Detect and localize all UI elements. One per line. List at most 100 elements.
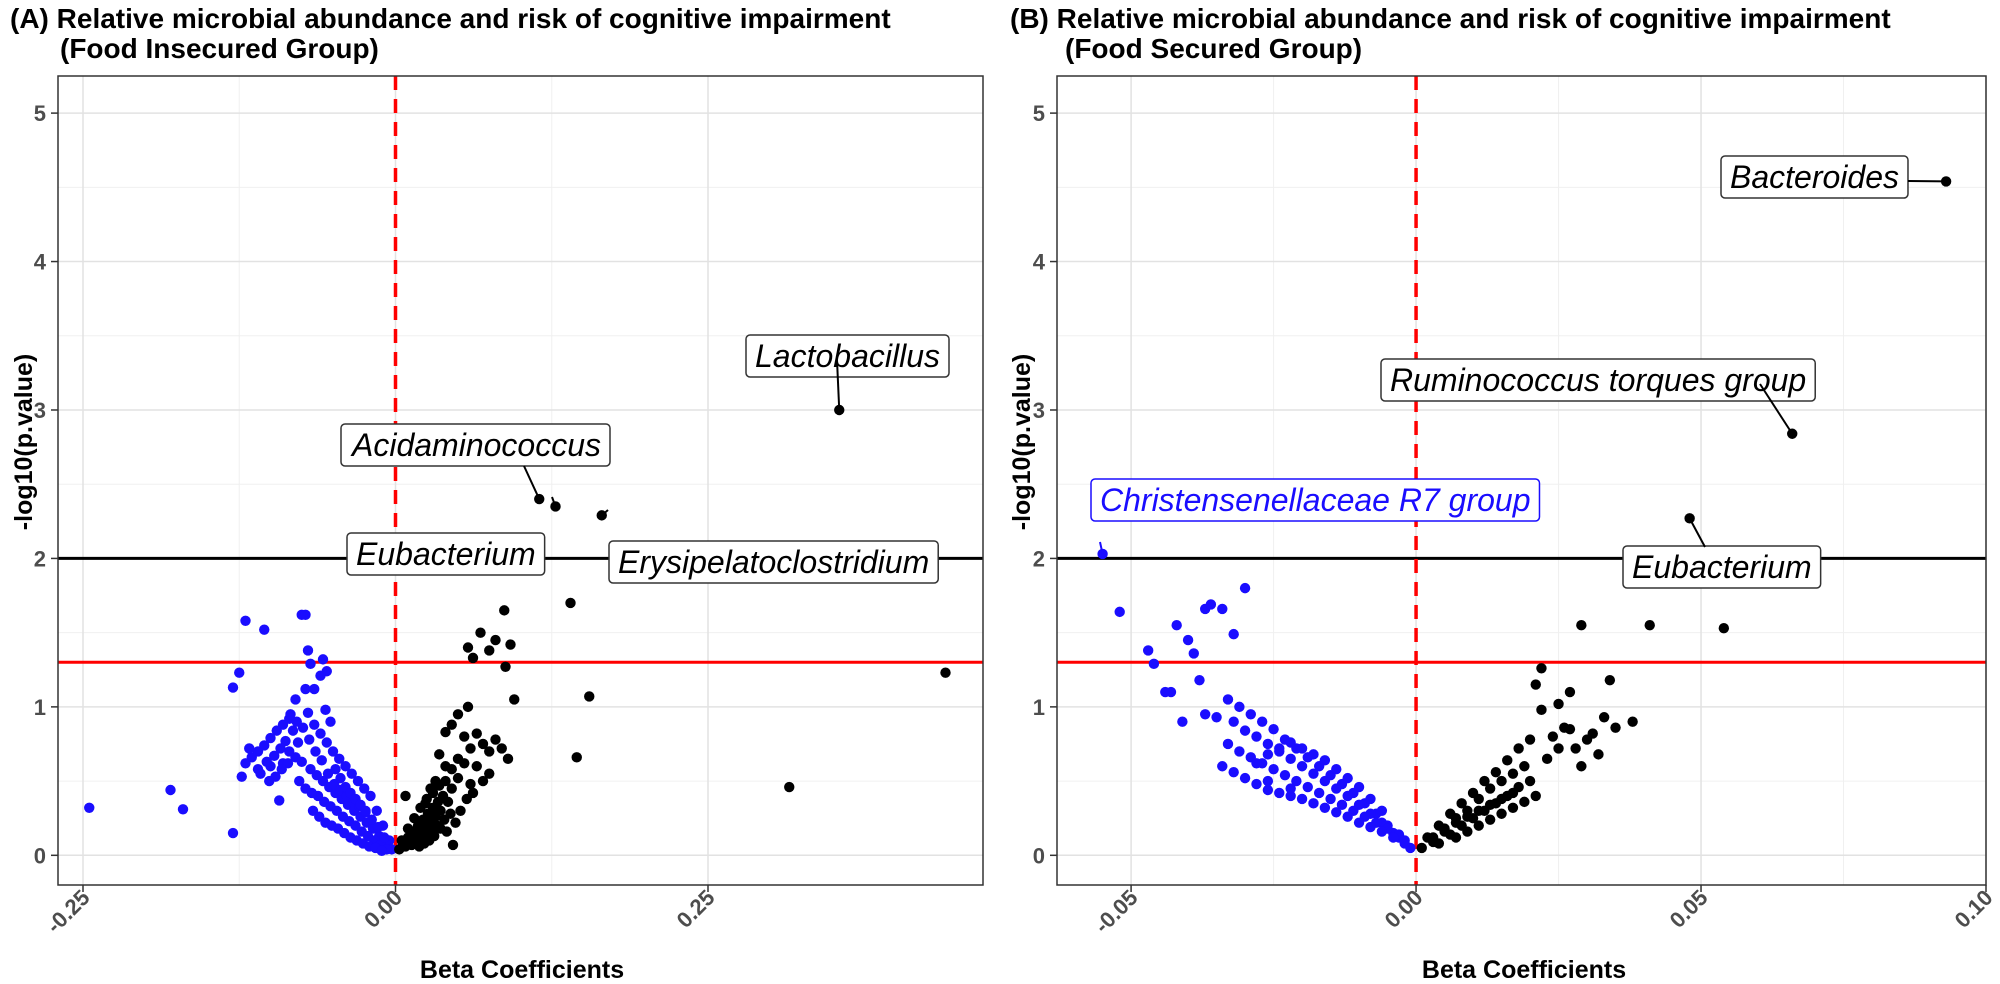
panel-a-point-positive [471, 728, 482, 739]
panel-a-point-positive [475, 627, 486, 638]
panel-a-point-negative [315, 728, 326, 739]
panel-a-annotation-leader [551, 496, 557, 507]
panel-b-point-negative [1239, 772, 1251, 784]
panel-a-point-negative [244, 743, 255, 754]
panel-a-point-negative [310, 746, 321, 757]
panel-a-point-positive [477, 738, 489, 750]
panel-b-point-negative [1217, 761, 1228, 772]
panel-a-point-negative [365, 790, 376, 802]
panel-a-point-negative [352, 775, 364, 787]
panel-a-point-positive [484, 768, 495, 779]
panel-b-point-negative [1319, 775, 1331, 787]
panel-a-point-negative [309, 719, 320, 730]
panel-a-point-positive [509, 694, 520, 705]
panel-b-point-negative [1182, 634, 1194, 646]
panel-a-point-negative [316, 755, 327, 766]
panel-a-point-negative [304, 734, 315, 745]
panel-b-point-negative [1256, 716, 1268, 727]
panel-a-annotation-box [346, 532, 546, 576]
panel-b-point-positive [1553, 743, 1564, 754]
panel-b-annotation-box [1720, 155, 1909, 199]
panel-b-point-negative [1239, 725, 1251, 736]
panel-b-point-negative [1342, 790, 1353, 802]
panel-a-annotation-box [340, 423, 611, 467]
panel-b-point-positive [1433, 838, 1445, 849]
panel-a-point-negative [327, 746, 339, 757]
panel-b-point-negative [1353, 781, 1365, 793]
panel-a-point-negative [259, 624, 270, 635]
panel-a-point-negative [240, 758, 251, 769]
panel-b-point-positive [1576, 620, 1587, 631]
panel-a-point-positive [441, 826, 452, 837]
panel-b-annotation-box [1622, 545, 1822, 589]
panel-a-point-negative [322, 768, 334, 779]
panel-b-point-negative [1274, 787, 1285, 799]
panel-b-point-positive [1718, 622, 1730, 634]
panel-b-point-negative [1245, 709, 1256, 720]
panel-b-point-negative [1285, 753, 1296, 765]
panel-b-point-negative [1228, 628, 1239, 640]
panel-b-point-negative [1211, 712, 1222, 723]
panel-a-point-positive [584, 691, 595, 702]
panel-b-point-negative [1376, 826, 1388, 837]
panel-b-point-negative [1313, 787, 1325, 799]
panel-a-point-negative [360, 805, 371, 816]
panel-b-point-negative [1142, 645, 1154, 656]
panel-a-point-negative [305, 658, 316, 670]
panel-b-point-positive [1536, 704, 1547, 716]
panel-a-point-negative [290, 694, 301, 705]
panel-a-point-positive [465, 743, 476, 754]
panel-b-point-negative [1205, 599, 1217, 610]
panel-b-point-positive [1479, 775, 1490, 787]
panel-b-point-negative [1388, 832, 1399, 843]
panel-b-point-positive [1576, 761, 1587, 772]
panel-a-point-negative [300, 609, 311, 621]
panel-a-point-positive [462, 701, 474, 713]
panel-a-point-negative [334, 753, 345, 765]
panel-b-point-positive [1547, 731, 1559, 742]
panel-b-point-positive [1530, 790, 1541, 802]
panel-b-point-negative [1251, 778, 1262, 790]
panel-b-y-tick-label: 2 [1033, 546, 1045, 571]
panel-a-point-negative [287, 725, 299, 736]
panel-b-point-negative [1234, 746, 1245, 757]
panel-b-annotation-box [1090, 478, 1541, 522]
panel-a-point-negative [321, 737, 332, 748]
panel-b-title-line2: (Food Secured Group) [1065, 33, 1362, 64]
panel-b-x-tick-label: 0.05 [1665, 885, 1713, 933]
panel-a-point-positive [467, 652, 479, 664]
panel-a-point-negative [325, 716, 336, 727]
panel-a-point-positive [430, 775, 441, 787]
panel-b-point-positive [1473, 820, 1484, 831]
panel-b-point-negative [1342, 811, 1353, 822]
panel-a-y-tick-label: 0 [34, 843, 46, 868]
panel-b-point-negative [1177, 716, 1188, 727]
panel-b: (B) Relative microbial abundance and ris… [1008, 3, 1998, 984]
panel-a-point-positive [400, 790, 411, 802]
panel-a-point-negative [234, 667, 245, 678]
panel-b-y-tick-label: 0 [1033, 843, 1045, 868]
panel-b-point-negative [1353, 817, 1365, 828]
panel-b-point-positive [1627, 716, 1638, 727]
panel-a-x-tick-label: 0.00 [359, 885, 407, 933]
panel-b-point-positive [1467, 813, 1479, 824]
panel-b-point-positive [1513, 743, 1524, 754]
panel-b-series-positive [1416, 176, 1952, 854]
panel-b-point-positive [1502, 755, 1513, 766]
panel-a-y-tick-label: 1 [34, 695, 46, 720]
panel-b-point-negative [1319, 802, 1331, 814]
panel-b-point-positive [1598, 712, 1610, 723]
panel-a-point-positive [439, 814, 450, 825]
panel-a-point-negative [306, 787, 317, 799]
panel-a-point-negative [177, 804, 189, 815]
panel-b-point-positive [1462, 826, 1473, 837]
panel-b-x-tick-label: 0.00 [1380, 885, 1428, 933]
panel-a-point-negative [261, 756, 272, 767]
panel-a-annotation-leader [601, 509, 609, 517]
panel-a-point-negative [335, 772, 346, 784]
panel-b-point-negative [1274, 743, 1285, 754]
panel-b-point-negative [1268, 764, 1279, 775]
panel-a-point-negative [302, 707, 314, 719]
panel-a-point-positive [496, 743, 507, 754]
panel-a-point-negative [317, 654, 329, 665]
